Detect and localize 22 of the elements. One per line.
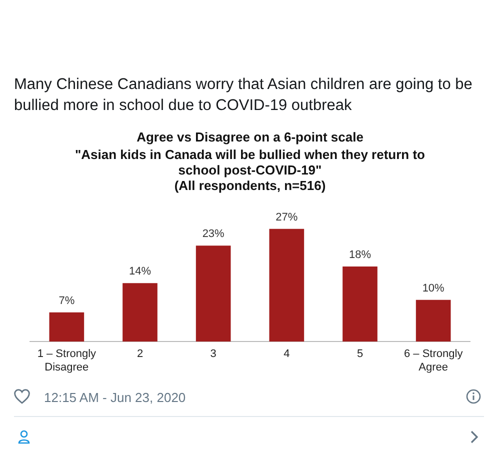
x-tick-label: 1 – Strongly Disagree [37,348,97,374]
bar [196,246,231,342]
bar [342,266,378,342]
data-label: 27% [276,211,298,224]
data-label: 10% [422,282,445,294]
data-label: 23% [202,228,225,240]
chart-subtitle: "Asian kids in Canada will be bullied when they return to school post-COVID-19" (All respondents, n=516) [75,146,426,194]
chart-title: Agree vs Disagree on a 6-point scale [136,129,364,144]
x-tick-label: 2 [136,348,144,360]
data-label: 7% [58,294,75,307]
x-tick-label: 4 [284,348,290,360]
bar [122,283,158,342]
data-label: 14% [128,266,152,278]
x-tick-label: 6 – Strongly Agree [404,348,464,374]
bar [269,228,304,342]
bar [416,300,451,342]
text: 12:15 AM - Jun 23, 2020 [44,390,186,405]
text: Many Chinese Canadians worry that Asian children are going to be bullied more in school due to COVID-19 outbreak [14,75,474,116]
x-tick-label: 3 [210,348,216,360]
data-label: 18% [348,249,372,262]
bar [49,312,84,342]
x-tick-label: 5 [356,348,364,360]
